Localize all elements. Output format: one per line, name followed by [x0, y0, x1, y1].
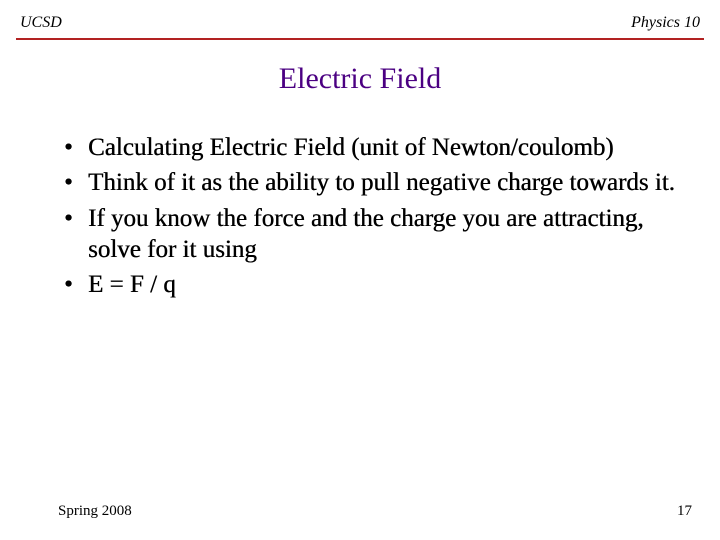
header-right: Physics 10: [631, 14, 700, 32]
slide-title: Electric Field: [0, 62, 720, 96]
page-number: 17: [677, 503, 692, 520]
header-rule: [16, 38, 704, 40]
list-item: E = F / q: [58, 269, 680, 300]
footer-left: Spring 2008: [58, 503, 132, 520]
slide: UCSD Physics 10 Electric Field Calculati…: [0, 0, 720, 540]
list-item: Calculating Electric Field (unit of Newt…: [58, 132, 680, 163]
bullet-list: Calculating Electric Field (unit of Newt…: [58, 132, 680, 304]
list-item: If you know the force and the charge you…: [58, 203, 680, 266]
header-left: UCSD: [20, 14, 62, 32]
list-item: Think of it as the ability to pull negat…: [58, 167, 680, 198]
